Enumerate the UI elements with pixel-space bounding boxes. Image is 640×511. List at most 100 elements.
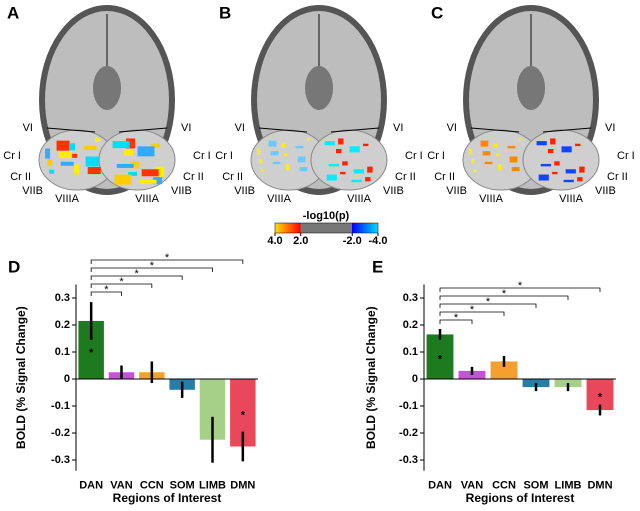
anatomical-label: Cr I <box>3 150 21 162</box>
activation <box>128 171 138 176</box>
activation <box>151 143 161 148</box>
anatomical-label: Cr II <box>434 171 455 183</box>
panel-letter: A <box>7 3 19 22</box>
activation <box>307 138 310 141</box>
anatomical-label: Cr I <box>427 150 445 162</box>
anatomical-label: VIIIA <box>559 193 584 205</box>
activation <box>85 156 99 167</box>
colorbar-tick-label: 2.0 <box>293 235 308 247</box>
anatomical-label: VIIIA <box>135 193 160 205</box>
anatomical-label: Cr I <box>215 150 233 162</box>
activation <box>87 167 101 175</box>
activation <box>565 169 576 174</box>
x-tick-label: VAN <box>461 480 483 492</box>
activation <box>519 138 522 141</box>
activation <box>155 166 165 177</box>
activation <box>299 167 308 172</box>
activation <box>550 138 556 145</box>
activation <box>137 146 155 157</box>
anatomical-label: VI <box>23 122 33 134</box>
anatomical-label: VIIIA <box>55 193 80 205</box>
y-axis-title: BOLD (% Signal Change) <box>14 306 28 449</box>
activation <box>60 161 74 166</box>
vi-line-l <box>258 127 308 133</box>
y-tick-label: 0.1 <box>55 346 70 358</box>
activation <box>473 169 477 173</box>
anatomical-label: VIIIA <box>267 193 292 205</box>
activation <box>554 161 560 166</box>
ventricle <box>305 66 333 110</box>
y-tick-label: -0.2 <box>51 427 70 439</box>
anatomical-label: VIIIA <box>479 193 504 205</box>
activation <box>261 169 265 173</box>
activation <box>498 164 502 171</box>
activation <box>74 164 80 175</box>
activation <box>47 159 53 167</box>
activation <box>139 179 157 184</box>
anatomical-label: Cr I <box>405 150 423 162</box>
x-tick-label: CCN <box>492 480 516 492</box>
significance-bracket <box>90 267 213 272</box>
panel-letter: E <box>372 257 383 276</box>
activation <box>95 138 100 142</box>
colorbar-tick-label: -2.0 <box>343 235 362 247</box>
significance-label: * <box>486 296 491 308</box>
activation <box>284 153 288 157</box>
significance-bracket <box>90 291 122 296</box>
activation <box>494 143 498 148</box>
significance-mark: * <box>241 410 246 422</box>
anatomical-label: Cr II <box>395 171 416 183</box>
significance-label: * <box>135 268 140 280</box>
activation <box>257 148 261 155</box>
anatomical-label: VI <box>181 122 191 134</box>
y-tick-label: 0.1 <box>403 346 418 358</box>
activation <box>286 164 290 171</box>
activation <box>326 174 337 181</box>
x-tick-label: DMN <box>587 480 612 492</box>
x-axis-title: Regions of Interest <box>466 491 575 505</box>
significance-label: * <box>502 288 507 300</box>
x-tick-label: SOM <box>170 480 195 492</box>
activation <box>56 140 70 151</box>
activation <box>538 174 549 181</box>
significance-bracket <box>90 275 183 280</box>
anatomical-label: VIIB <box>446 185 467 197</box>
cerebellum-r <box>98 129 176 191</box>
activation <box>268 140 277 147</box>
activation <box>548 149 554 154</box>
significance-label: * <box>518 280 523 292</box>
anatomical-label: VIIB <box>171 185 192 197</box>
activation <box>340 171 346 175</box>
y-tick-label: 0.2 <box>55 319 70 331</box>
activation <box>363 143 369 147</box>
y-tick-label: 0.2 <box>403 319 418 331</box>
x-tick-label: DAN <box>428 480 452 492</box>
x-tick-label: DMN <box>230 480 255 492</box>
activation <box>70 143 76 151</box>
activation <box>484 161 493 165</box>
vi-line-r <box>542 127 592 133</box>
activation <box>507 145 516 149</box>
activation <box>536 141 547 146</box>
significance-label: * <box>119 276 124 288</box>
x-tick-label: LIMB <box>199 480 226 492</box>
activation <box>83 145 97 150</box>
anatomical-label: VIIB <box>234 185 255 197</box>
activation <box>482 151 491 156</box>
activation <box>45 148 51 159</box>
activation <box>126 138 136 149</box>
activation <box>577 177 583 182</box>
activation <box>351 179 362 183</box>
y-tick-label: -0.1 <box>399 400 418 412</box>
y-tick-label: 0.3 <box>403 292 418 304</box>
significance-bracket <box>439 287 601 292</box>
significance-mark: * <box>89 347 94 359</box>
y-axis-title: BOLD (% Signal Change) <box>364 306 378 449</box>
anatomical-label: VIIB <box>383 185 404 197</box>
ventricle <box>93 66 121 110</box>
significance-label: * <box>165 252 170 264</box>
vi-line-l <box>470 127 520 133</box>
activation <box>124 149 133 156</box>
significance-mark: * <box>438 354 443 366</box>
